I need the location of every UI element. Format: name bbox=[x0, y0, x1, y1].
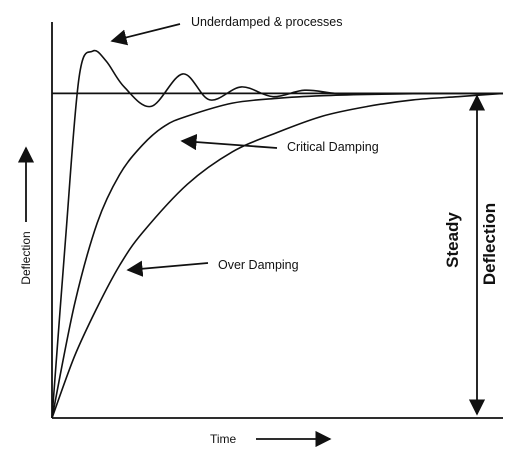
annotation-overdamping-arrow bbox=[126, 260, 209, 277]
annotation-underdamped-arrow bbox=[110, 23, 181, 46]
y-axis-label: Deflection bbox=[19, 231, 33, 284]
annotation-critical: Critical Damping bbox=[287, 140, 379, 154]
deflection-label: Deflection bbox=[480, 203, 499, 285]
annotation-critical-arrow bbox=[180, 133, 278, 151]
curves-group bbox=[51, 49, 504, 419]
underdamped-curve bbox=[51, 49, 503, 419]
steady-label: Steady bbox=[443, 212, 462, 268]
annotation-overdamping: Over Damping bbox=[218, 258, 299, 272]
x-axis-label: Time bbox=[210, 432, 237, 446]
over-damping-curve bbox=[51, 92, 504, 419]
critical-damping-curve bbox=[51, 92, 503, 419]
annotation-underdamped: Underdamped & processes bbox=[191, 15, 342, 29]
